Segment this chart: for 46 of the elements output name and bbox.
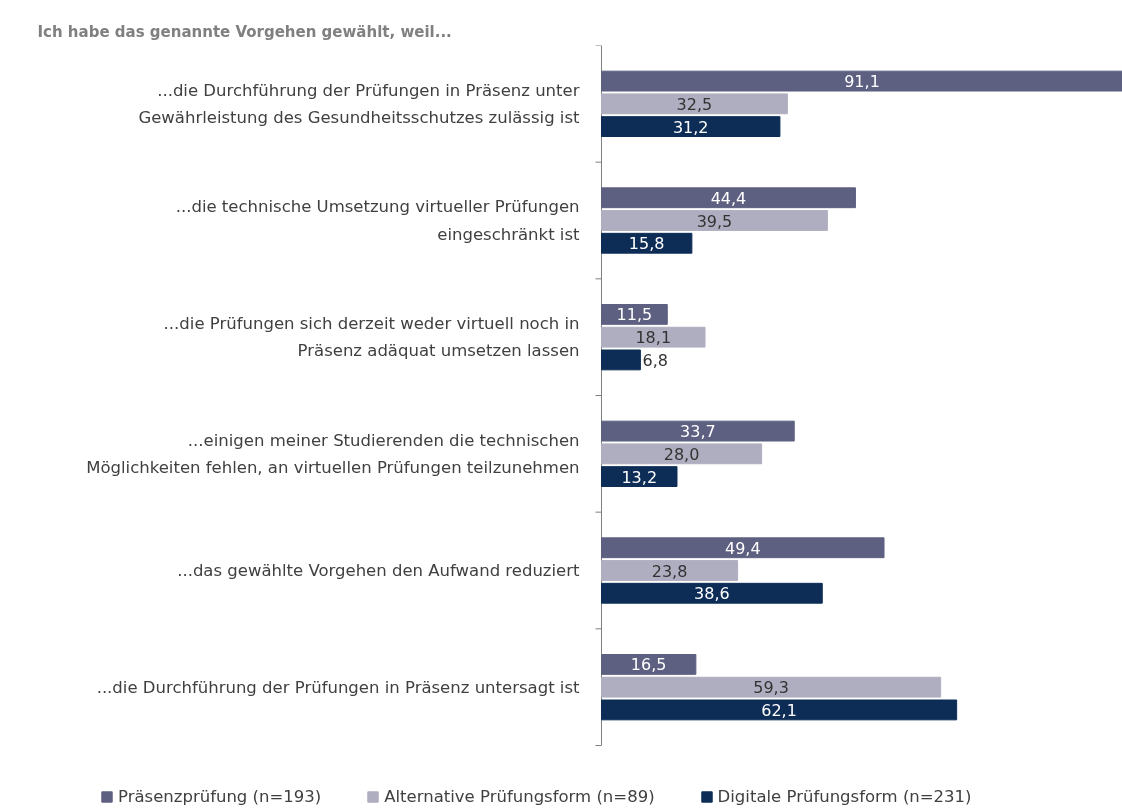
bar xyxy=(601,676,942,698)
data-label: 13,2 xyxy=(621,467,658,487)
y-tick-label: ...das gewählte Vorgehen den Aufwand reduziert xyxy=(177,561,581,580)
bar xyxy=(601,582,823,604)
data-label: 59,3 xyxy=(753,678,789,698)
data-label: 23,8 xyxy=(651,561,688,581)
bar xyxy=(601,560,739,581)
bar xyxy=(601,93,788,115)
data-label: 11,5 xyxy=(616,305,653,325)
y-tick-label: ...die Durchführung der Prüfungen in Präsenz untersagt ist xyxy=(96,677,581,697)
bar xyxy=(601,232,693,254)
bar xyxy=(601,70,1122,92)
data-label: 6,8 xyxy=(642,350,668,370)
y-tick-label: ...einigen meiner Studierenden die technischen Möglichkeiten fehlen, an virtuellen Prüfungen teilzunehmen xyxy=(86,430,580,478)
data-label: 18,1 xyxy=(635,328,672,348)
data-label: 31,2 xyxy=(672,117,709,137)
bar xyxy=(601,537,885,559)
bar xyxy=(601,116,781,137)
data-label: 62,1 xyxy=(761,700,797,720)
data-label: 38,6 xyxy=(694,584,730,604)
bar xyxy=(601,210,828,231)
data-label: 44,4 xyxy=(710,188,747,208)
bar xyxy=(601,420,795,442)
y-tick-label: ...die Durchführung der Prüfungen in Präsenz unter Gewährleistung des Gesundheitsschutzes zulässig ist xyxy=(138,80,581,128)
data-label: 28,0 xyxy=(663,444,700,464)
data-label: 32,5 xyxy=(676,94,713,114)
text: Ich habe das genannte Vorgehen gewählt, weil... xyxy=(37,22,452,41)
bar xyxy=(601,654,697,675)
bar xyxy=(601,187,856,209)
legend-label: Präsenzprüfung (n=193) xyxy=(118,787,322,806)
legend-label: Alternative Prüfungsform (n=89) xyxy=(384,787,655,806)
bar xyxy=(601,326,706,348)
data-label: 91,1 xyxy=(844,72,880,92)
bar xyxy=(601,466,678,487)
bar xyxy=(601,699,958,721)
data-label: 15,8 xyxy=(628,234,665,254)
bar xyxy=(601,304,668,325)
bar xyxy=(601,443,763,465)
data-label: 16,5 xyxy=(630,655,667,675)
legend-label: Digitale Prüfungsform (n=231) xyxy=(717,787,972,806)
bar xyxy=(601,349,641,371)
data-label: 39,5 xyxy=(696,211,733,231)
data-label: 33,7 xyxy=(680,422,716,442)
data-label: 49,4 xyxy=(724,538,761,558)
y-tick-label: ...die technische Umsetzung virtueller Prüfungen eingeschränkt ist xyxy=(175,197,581,244)
y-tick-label: ...die Prüfungen sich derzeit weder virtuell noch in Präsenz adäquat umsetzen lassen xyxy=(163,313,580,361)
